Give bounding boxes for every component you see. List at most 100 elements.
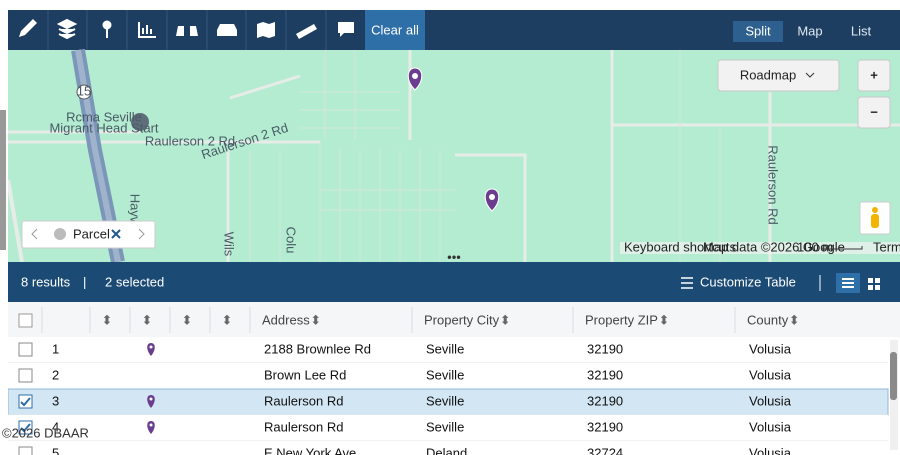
cell-address: Raulerson Rd: [264, 393, 344, 408]
clear-button[interactable]: [365, 10, 425, 50]
row-number: 5: [52, 445, 59, 455]
results-divider: |: [83, 274, 86, 289]
zoom-in[interactable]: [857, 59, 891, 92]
sort-icon[interactable]: ⬍: [102, 312, 113, 327]
left-gutter: [0, 50, 8, 455]
clear-label[interactable]: Clear all: [371, 22, 419, 37]
grid-icon[interactable]: [868, 278, 880, 290]
header-checkbox[interactable]: [18, 313, 33, 328]
selected-count: 2 selected: [105, 274, 164, 289]
row-checkbox[interactable]: [18, 342, 33, 357]
split-active: [733, 21, 783, 42]
chart-tool[interactable]: [138, 22, 156, 38]
row-pin: [147, 421, 155, 434]
map-footer-text[interactable]: Keyboard shortcuts: [624, 239, 737, 254]
watermark: ©2026 DBAAR: [2, 425, 89, 440]
row-checkbox[interactable]: [18, 394, 33, 409]
sort-icon: ⬍: [789, 312, 800, 327]
map-footer: [620, 242, 900, 254]
chip-arrows[interactable]: [31, 228, 145, 240]
results-bar: [8, 262, 900, 302]
map-pin-dot: [412, 73, 418, 79]
map-footer-text[interactable]: Terms: [873, 239, 900, 254]
roads: [8, 50, 900, 262]
cell-address: 2188 Brownlee Rd: [264, 341, 371, 356]
cell-zip: 32724: [587, 445, 623, 455]
parcel-lines: [249, 50, 721, 262]
table: ⬍ ⬍ ⬍ ⬍ Address ⬍ Property City ⬍ Property ZIP ⬍ C…: [7, 307, 889, 455]
sort-icon: ⬍: [310, 312, 321, 327]
cell-zip: 32190: [587, 393, 623, 408]
sort-icon[interactable]: ⬍: [142, 312, 153, 327]
map-label: Colu: [284, 227, 299, 254]
zoom-in-label[interactable]: +: [870, 67, 878, 82]
checkmark: [20, 397, 31, 407]
sort-icon: ⬍: [500, 312, 511, 327]
sort-icon: ⬍: [659, 312, 670, 327]
scrollbar-thumb[interactable]: [890, 352, 897, 400]
map-label: Wils: [222, 232, 237, 257]
cell-zip: 32190: [587, 367, 623, 382]
column-header[interactable]: Property ZIP: [585, 312, 658, 327]
left-scroll: [0, 110, 6, 250]
table-row: [8, 337, 888, 363]
map-type-label[interactable]: Roadmap: [740, 67, 796, 82]
column-header[interactable]: County: [747, 312, 789, 327]
sort-icon[interactable]: ⬍: [182, 312, 193, 327]
map-footer-text[interactable]: 100 m: [797, 239, 833, 254]
map-pin-dot: [489, 194, 495, 200]
measure-tool[interactable]: [296, 24, 317, 39]
row-pin: [147, 395, 155, 408]
row-pin-dot: [149, 345, 153, 349]
map-label: 15: [77, 83, 91, 98]
row-pin-dot: [149, 423, 153, 427]
zoom-out-label[interactable]: −: [870, 104, 878, 119]
layers-tool[interactable]: [56, 18, 78, 40]
map-tool[interactable]: [257, 22, 275, 38]
zoom-out[interactable]: [857, 96, 891, 129]
side-road: [6, 179, 24, 263]
pegman-head: [872, 207, 878, 213]
filter-chip[interactable]: [21, 220, 156, 249]
resize-handle[interactable]: •••: [447, 249, 461, 264]
sort-icon[interactable]: ⬍: [222, 312, 233, 327]
cell-address: E New York Ave: [264, 445, 356, 455]
chip-close[interactable]: [111, 229, 121, 239]
map-footer-text[interactable]: Map data ©2026 Google: [703, 239, 845, 254]
pegman-body: [871, 214, 879, 228]
results-count: 8 results: [21, 274, 71, 289]
draw-tool[interactable]: [19, 19, 37, 37]
row-number: 1: [52, 341, 59, 356]
cell-county: Volusia: [749, 393, 792, 408]
cell-zip: 32190: [587, 341, 623, 356]
cell-county: Volusia: [749, 341, 792, 356]
row-checkbox[interactable]: [18, 368, 33, 383]
scale-bar: [821, 246, 863, 250]
table-row: [8, 441, 888, 455]
cell-address: Raulerson Rd: [264, 419, 344, 434]
comment-tool[interactable]: [338, 22, 354, 37]
tool-icons: [19, 18, 354, 40]
cell-city: Deland: [426, 445, 467, 455]
table-row: [8, 363, 888, 389]
map-type-button[interactable]: [717, 59, 840, 92]
cell-city: Seville: [426, 367, 464, 382]
car-tool[interactable]: [217, 24, 237, 36]
cell-county: Volusia: [749, 367, 792, 382]
customize-label[interactable]: Customize Table: [700, 274, 796, 289]
table-header: [8, 302, 900, 337]
view-option[interactable]: Split: [745, 23, 771, 38]
table-row: [7, 388, 889, 416]
pin-tool[interactable]: [102, 20, 112, 30]
binoculars-tool[interactable]: [176, 26, 198, 36]
table-row: [8, 415, 888, 441]
column-header[interactable]: Address: [262, 312, 310, 327]
view-option[interactable]: Map: [797, 23, 822, 38]
view-option[interactable]: List: [851, 23, 872, 38]
row-pin: [147, 343, 155, 356]
row-checkbox[interactable]: [18, 446, 33, 455]
map-label: Migrant Head Start: [49, 120, 158, 135]
column-header[interactable]: Property City: [424, 312, 500, 327]
